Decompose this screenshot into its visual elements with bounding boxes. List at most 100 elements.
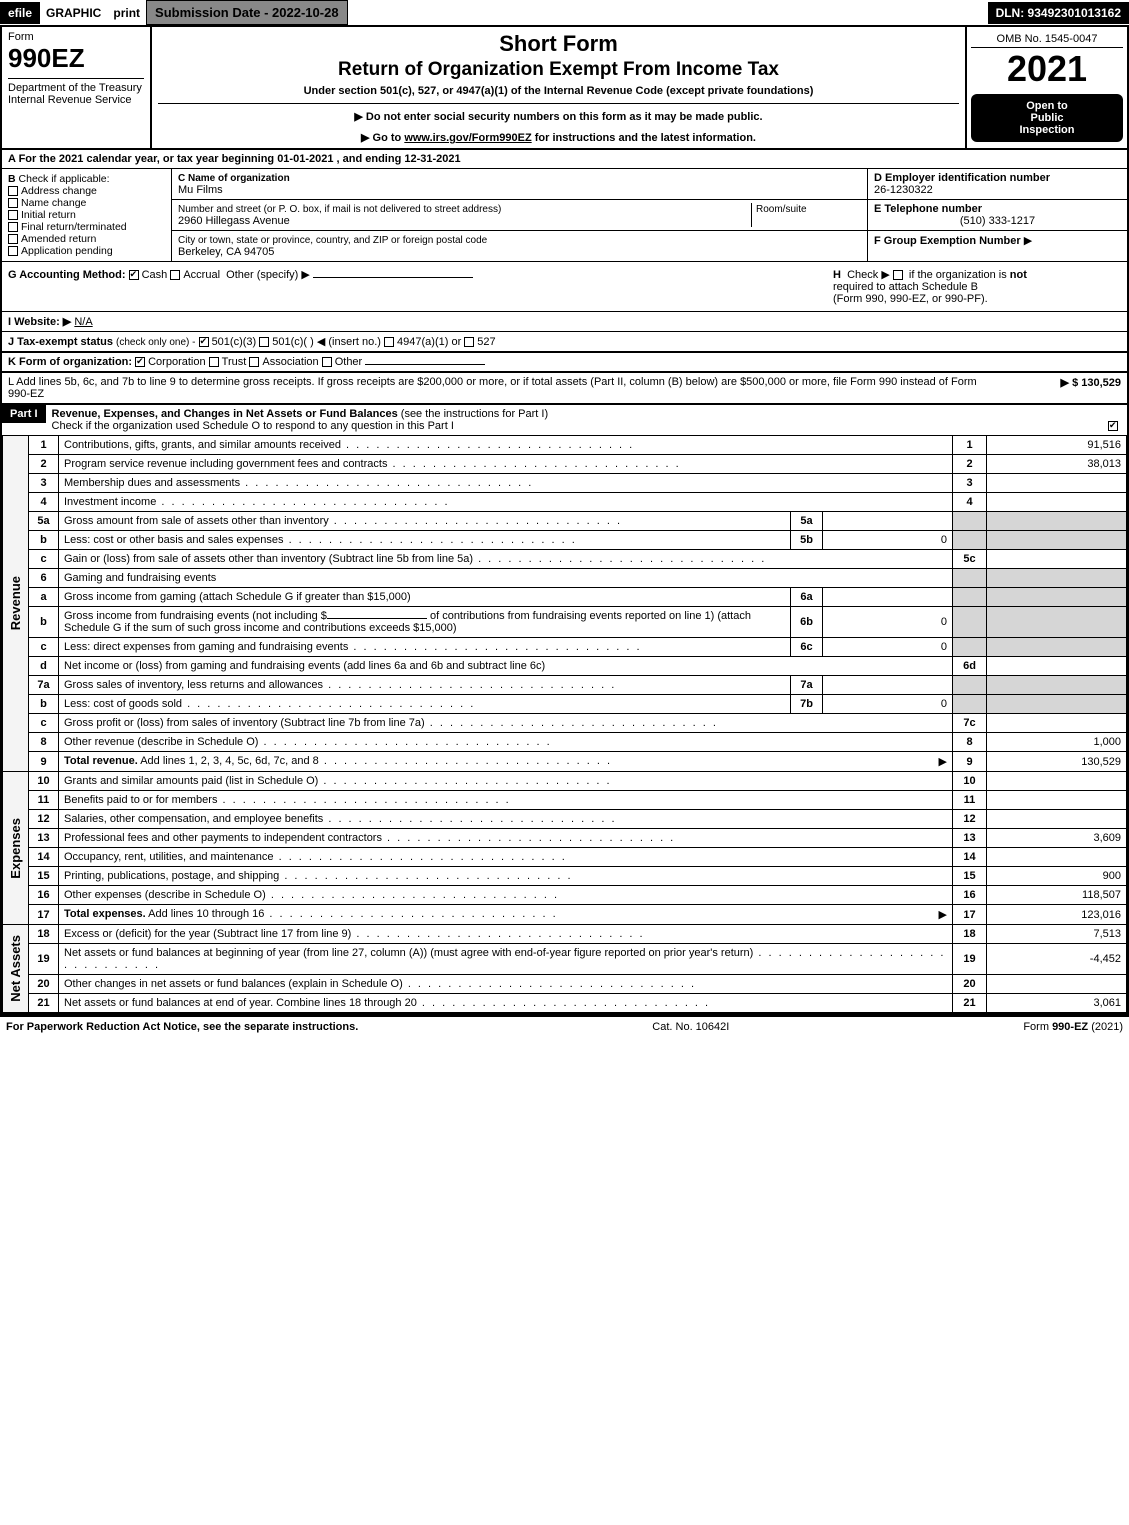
line-13: 13Professional fees and other payments t…	[3, 829, 1127, 848]
e-label: E Telephone number	[874, 203, 982, 215]
line-15: 15Printing, publications, postage, and s…	[3, 867, 1127, 886]
line-14: 14Occupancy, rent, utilities, and mainte…	[3, 848, 1127, 867]
footer-right: Form 990-EZ (2021)	[1023, 1021, 1123, 1033]
l1-no: 1	[953, 436, 987, 455]
irs-link[interactable]: www.irs.gov/Form990EZ	[404, 132, 531, 144]
l18-val: 7,513	[987, 925, 1127, 944]
l3-desc: Membership dues and assessments	[59, 474, 953, 493]
line-5b: bLess: cost or other basis and sales exp…	[3, 531, 1127, 550]
line-9: 9Total revenue. Add lines 1, 2, 3, 4, 5c…	[3, 752, 1127, 772]
l6a-sn: 6a	[791, 588, 823, 607]
h-not: not	[1010, 269, 1027, 281]
l11-val	[987, 791, 1127, 810]
org-name: Mu Films	[178, 184, 223, 196]
section-b: B Check if applicable: Address change Na…	[2, 169, 172, 261]
l6d-no: 6d	[953, 657, 987, 676]
footer-mid: Cat. No. 10642I	[652, 1021, 729, 1033]
line-10: Expenses 10Grants and similar amounts pa…	[3, 772, 1127, 791]
line-8: 8Other revenue (describe in Schedule O)8…	[3, 733, 1127, 752]
dln-label: DLN: 93492301013162	[988, 2, 1129, 24]
l6d-val	[987, 657, 1127, 676]
section-k: K Form of organization: Corporation Trus…	[2, 351, 1127, 371]
g-accrual: Accrual	[183, 269, 220, 281]
b-amend: Amended return	[21, 233, 96, 245]
checkbox-cash[interactable]	[129, 270, 139, 280]
k-other: Other	[335, 356, 363, 368]
line-6c: cLess: direct expenses from gaming and f…	[3, 638, 1127, 657]
j-o2: 501(c)( ) ◀ (insert no.)	[272, 336, 381, 348]
checkbox-assoc[interactable]	[249, 357, 259, 367]
l5a-desc: Gross amount from sale of assets other t…	[59, 512, 791, 531]
line-2: 2Program service revenue including gover…	[3, 455, 1127, 474]
l6a-desc: Gross income from gaming (attach Schedul…	[59, 588, 791, 607]
netassets-side-label: Net Assets	[8, 931, 23, 1006]
h-label: H	[833, 269, 841, 281]
form-label: Form	[8, 31, 144, 43]
i-label: I Website: ▶	[8, 316, 71, 328]
checkbox-accrual[interactable]	[170, 270, 180, 280]
checkbox-501c[interactable]	[259, 337, 269, 347]
l17-rest: Add lines 10 through 16	[146, 908, 558, 920]
l20-val	[987, 975, 1127, 994]
checkbox-initial-return[interactable]	[8, 210, 18, 220]
c-addr-row: Number and street (or P. O. box, if mail…	[172, 200, 867, 231]
l13-val: 3,609	[987, 829, 1127, 848]
print-link[interactable]: print	[107, 2, 146, 24]
org-street: 2960 Hillegass Avenue	[178, 215, 290, 227]
line-3: 3Membership dues and assessments3	[3, 474, 1127, 493]
right-info: D Employer identification number 26-1230…	[867, 169, 1127, 261]
short-form-title: Short Form	[158, 31, 959, 57]
l6c-desc: Less: direct expenses from gaming and fu…	[59, 638, 791, 657]
c-addr-label: Number and street (or P. O. box, if mail…	[178, 204, 501, 215]
checkbox-part1-schedo[interactable]	[1108, 421, 1118, 431]
l1-desc: Contributions, gifts, grants, and simila…	[59, 436, 953, 455]
part1-title-wrap: Revenue, Expenses, and Changes in Net As…	[46, 405, 1127, 435]
graphic-link[interactable]: GRAPHIC	[40, 2, 107, 24]
l6d-desc: Net income or (loss) from gaming and fun…	[59, 657, 953, 676]
expenses-side-label: Expenses	[8, 814, 23, 883]
irs-label: Internal Revenue Service	[8, 94, 144, 106]
section-h: H Check ▶ if the organization is not req…	[827, 262, 1127, 311]
l4-desc: Investment income	[59, 493, 953, 512]
part1-label: Part I	[2, 405, 46, 423]
l16-val: 118,507	[987, 886, 1127, 905]
l12-no: 12	[953, 810, 987, 829]
checkbox-h[interactable]	[893, 270, 903, 280]
checkbox-amended-return[interactable]	[8, 234, 18, 244]
l9-rest: Add lines 1, 2, 3, 4, 5c, 6d, 7c, and 8	[138, 755, 612, 767]
open-line1: Open to	[977, 100, 1117, 112]
header-col3: OMB No. 1545-0047 2021 Open to Public In…	[967, 27, 1127, 148]
checkbox-address-change[interactable]	[8, 186, 18, 196]
checkbox-name-change[interactable]	[8, 198, 18, 208]
part1-sub: (see the instructions for Part I)	[401, 408, 548, 420]
checkbox-application-pending[interactable]	[8, 246, 18, 256]
l10-no: 10	[953, 772, 987, 791]
l13-no: 13	[953, 829, 987, 848]
j-o1: 501(c)(3)	[212, 336, 257, 348]
l14-desc: Occupancy, rent, utilities, and maintena…	[59, 848, 953, 867]
checkbox-4947[interactable]	[384, 337, 394, 347]
section-e: E Telephone number (510) 333-1217	[868, 200, 1127, 231]
line-7b: bLess: cost of goods sold7b0	[3, 695, 1127, 714]
l15-val: 900	[987, 867, 1127, 886]
b-label: B	[8, 173, 16, 185]
checkbox-other-org[interactable]	[322, 357, 332, 367]
l19-val: -4,452	[987, 944, 1127, 975]
j-label: J Tax-exempt status	[8, 336, 113, 348]
checkbox-trust[interactable]	[209, 357, 219, 367]
tax-year: 2021	[971, 48, 1123, 90]
l8-desc: Other revenue (describe in Schedule O)	[59, 733, 953, 752]
checkbox-corp[interactable]	[135, 357, 145, 367]
checkbox-501c3[interactable]	[199, 337, 209, 347]
header-col2: Short Form Return of Organization Exempt…	[152, 27, 967, 148]
checkbox-final-return[interactable]	[8, 222, 18, 232]
l6b-d1: Gross income from fundraising events (no…	[64, 610, 327, 622]
main-title: Return of Organization Exempt From Incom…	[158, 59, 959, 81]
l15-no: 15	[953, 867, 987, 886]
g-h-row: G Accounting Method: Cash Accrual Other …	[2, 261, 1127, 311]
l17-no: 17	[953, 905, 987, 925]
j-o3: 4947(a)(1) or	[397, 336, 461, 348]
checkbox-527[interactable]	[464, 337, 474, 347]
line-6b: bGross income from fundraising events (n…	[3, 607, 1127, 638]
note-goto-pre: ▶ Go to	[361, 132, 404, 144]
